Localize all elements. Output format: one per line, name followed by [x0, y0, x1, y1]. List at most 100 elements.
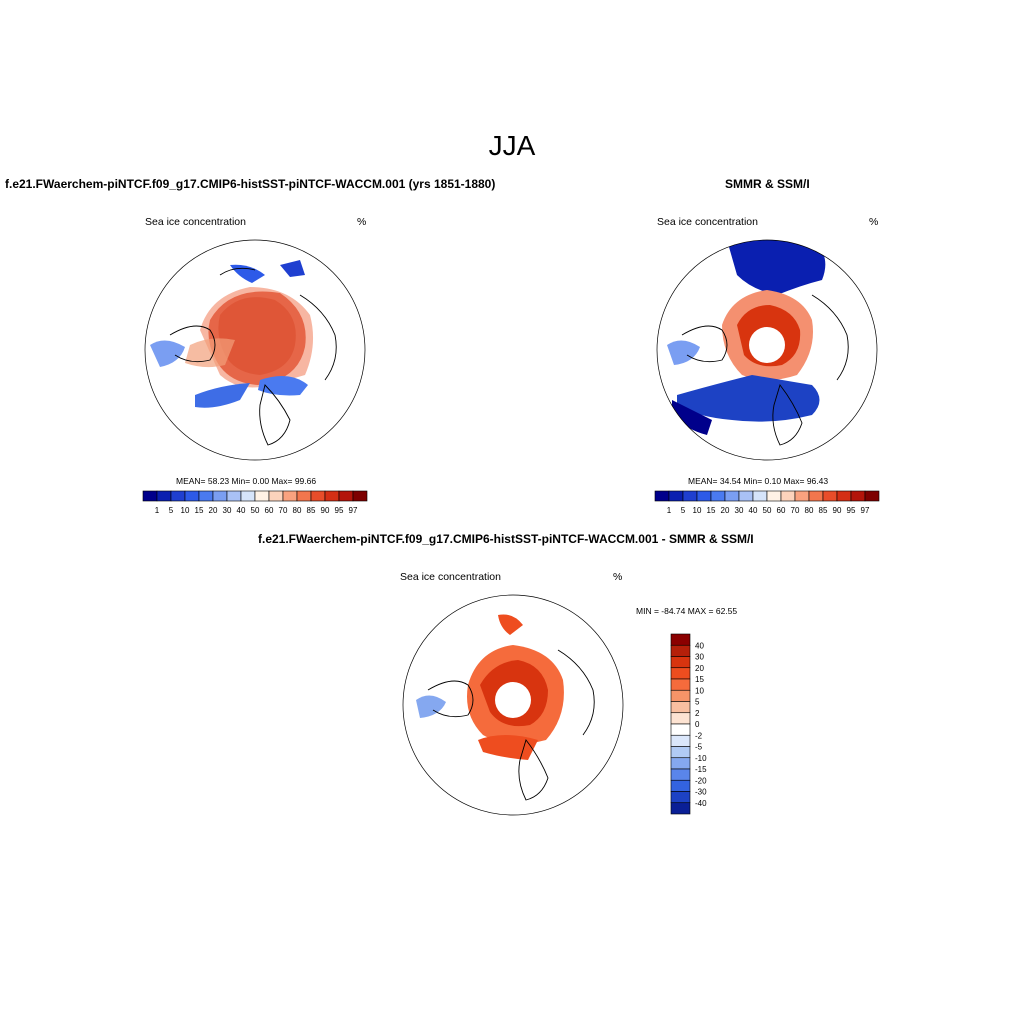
colorbar-tick-label: -10 — [695, 754, 707, 763]
colorbar-tick-label: 70 — [279, 506, 288, 515]
colorbar-swatch — [142, 490, 158, 502]
colorbar-swatch — [864, 490, 880, 502]
colorbar-tick-label: 30 — [735, 506, 744, 515]
colorbar-swatch — [752, 490, 768, 502]
panel3-pole-hole — [495, 682, 531, 718]
colorbar-tick-label: -30 — [695, 788, 707, 797]
panel1-coastline-canada — [169, 325, 216, 363]
colorbar-swatch — [338, 490, 354, 502]
colorbar-swatch — [670, 678, 691, 691]
panel2-colorbar: 1 5 10 15 20 30 40 50 60 70 80 85 90 95 97 — [654, 490, 880, 515]
colorbar-swatch — [198, 490, 214, 502]
colorbar-swatch — [670, 779, 691, 792]
panel1-ice-atlantic — [185, 338, 235, 368]
colorbar-tick-label: -15 — [695, 765, 707, 774]
colorbar-swatch — [170, 490, 186, 502]
panel2-hudson-ice — [667, 340, 700, 365]
panel3-coastline-eurasia — [557, 649, 595, 736]
panel2-coastline-greenland — [772, 384, 803, 446]
panel3-okhotsk-diff — [498, 614, 523, 635]
panel3-units-label: % — [613, 571, 623, 583]
colorbar-tick-label: 30 — [695, 653, 704, 662]
colorbar-tick-label: 60 — [265, 506, 274, 515]
panel3-atlantic-diff — [478, 735, 538, 760]
colorbar-tick-label: 15 — [695, 675, 704, 684]
colorbar-tick-label: 90 — [321, 506, 330, 515]
colorbar-swatch — [724, 490, 740, 502]
colorbar-tick-label: 90 — [833, 506, 842, 515]
colorbar-tick-label: 95 — [847, 506, 856, 515]
panel1-units-label: % — [357, 216, 367, 228]
colorbar-tick-label: -40 — [695, 799, 707, 808]
colorbar-tick-label: -20 — [695, 776, 707, 785]
colorbar-swatch — [282, 490, 298, 502]
colorbar-swatch — [296, 490, 312, 502]
panel2-variable-label: Sea ice concentration — [657, 216, 758, 228]
colorbar-tick-label: 30 — [223, 506, 232, 515]
colorbar-tick-label: 5 — [695, 698, 700, 707]
colorbar-swatch — [670, 757, 691, 770]
colorbar-swatch — [668, 490, 684, 502]
panel1-baffin-ice — [195, 383, 250, 408]
panel1-hudson-ice — [150, 340, 185, 367]
colorbar-tick-label: -5 — [695, 743, 703, 752]
panel3-map-border — [402, 594, 624, 816]
panel1-map-border — [144, 239, 366, 461]
panel3-coastline-greenland — [518, 739, 549, 801]
colorbar-swatch — [766, 490, 782, 502]
colorbar-swatch — [310, 490, 326, 502]
colorbar-tick-label: 40 — [749, 506, 758, 515]
colorbar-swatch — [226, 490, 242, 502]
colorbar-tick-label: 5 — [681, 506, 686, 515]
colorbar-tick-label: 20 — [695, 664, 704, 673]
colorbar-swatch — [670, 656, 691, 669]
colorbar-swatch — [738, 490, 754, 502]
colorbar-swatch — [670, 791, 691, 804]
colorbar-tick-label: 1 — [155, 506, 160, 515]
colorbar-swatch — [670, 734, 691, 747]
colorbar-swatch — [240, 490, 256, 502]
panel1-title: f.e21.FWaerchem-piNTCF.f09_g17.CMIP6-his… — [5, 177, 496, 191]
panel1-coastline-alaska — [219, 267, 256, 276]
colorbar-tick-label: 97 — [349, 506, 358, 515]
panel2-polar-map — [656, 239, 878, 461]
panel2-baffin-ice — [672, 400, 712, 435]
colorbar-swatch — [850, 490, 866, 502]
panel2-map-border — [656, 239, 878, 461]
colorbar-tick-label: 10 — [181, 506, 190, 515]
colorbar-swatch — [794, 490, 810, 502]
colorbar-swatch — [836, 490, 852, 502]
colorbar-swatch — [324, 490, 340, 502]
colorbar-tick-label: 85 — [819, 506, 828, 515]
colorbar-swatch — [268, 490, 284, 502]
panel2-pole-hole — [749, 327, 785, 363]
colorbar-tick-label: 20 — [209, 506, 218, 515]
colorbar-swatch — [212, 490, 228, 502]
colorbar-swatch — [696, 490, 712, 502]
panel2-units-label: % — [869, 216, 879, 228]
panel3-hudson-diff — [416, 695, 446, 718]
panel3-title: f.e21.FWaerchem-piNTCF.f09_g17.CMIP6-his… — [258, 532, 754, 546]
season-title: JJA — [488, 130, 536, 161]
panel1-coastline-greenland — [259, 384, 291, 446]
panel3-stats: MIN = -84.74 MAX = 62.55 — [636, 606, 738, 616]
colorbar-swatch — [710, 490, 726, 502]
colorbar-swatch — [670, 644, 691, 657]
colorbar-tick-label: 15 — [195, 506, 204, 515]
colorbar-tick-label: 40 — [695, 641, 704, 650]
colorbar-tick-label: 95 — [335, 506, 344, 515]
panel2-okhotsk-ice — [727, 240, 826, 295]
colorbar-swatch — [254, 490, 270, 502]
panel2-title: SMMR & SSM/I — [725, 177, 810, 191]
colorbar-swatch — [156, 490, 172, 502]
colorbar-swatch — [670, 746, 691, 759]
panel3-coastline-canada — [427, 680, 474, 718]
panel1-polar-map — [144, 239, 366, 461]
colorbar-swatch — [670, 768, 691, 781]
colorbar-swatch — [654, 490, 670, 502]
colorbar-tick-label: 1 — [667, 506, 672, 515]
colorbar-swatch — [822, 490, 838, 502]
colorbar-swatch — [670, 701, 691, 714]
panel2-stats: MEAN= 34.54 Min= 0.10 Max= 96.43 — [688, 476, 829, 486]
